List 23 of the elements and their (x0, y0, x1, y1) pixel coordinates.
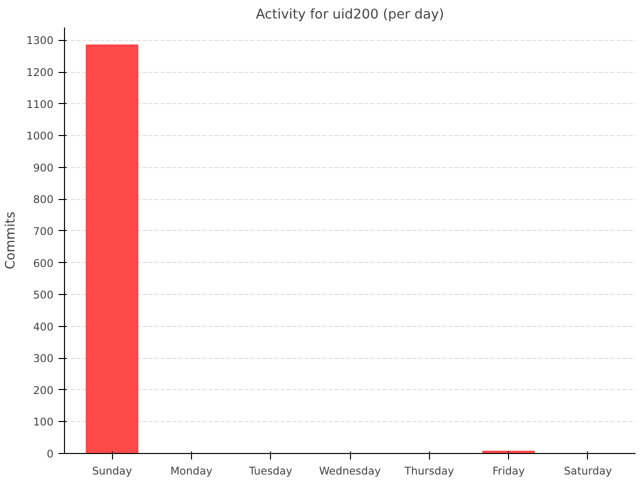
y-tick-label: 400 (33, 320, 54, 334)
x-tick-label: Friday (492, 464, 525, 478)
y-tick-label: 300 (33, 352, 54, 366)
y-tick-label: 1200 (26, 66, 54, 80)
y-tick-label: 200 (33, 384, 54, 397)
y-tick-label: 1000 (26, 130, 54, 143)
y-tick-label: 500 (33, 288, 54, 302)
x-tick-label: Sunday (92, 464, 132, 478)
y-tick-label: 1100 (26, 98, 54, 111)
y-tick-label: 0 (46, 448, 54, 460)
chart-title: Activity for uid200 (per day) (256, 8, 444, 22)
y-tick-label: 100 (33, 416, 54, 429)
y-axis-title: Commits (3, 211, 18, 270)
x-tick-label: Tuesday (248, 464, 292, 478)
y-tick-label: 800 (33, 193, 54, 206)
x-tick-label: Thursday (404, 464, 454, 478)
y-tick-label: 900 (33, 161, 54, 174)
y-tick-label: 1300 (26, 34, 54, 48)
y-tick-label: 700 (33, 224, 54, 238)
y-tick-label: 600 (33, 256, 54, 270)
x-tick-label: Monday (170, 464, 212, 478)
x-tick-label: Saturday (564, 464, 612, 478)
x-tick-label: Wednesday (319, 464, 381, 478)
